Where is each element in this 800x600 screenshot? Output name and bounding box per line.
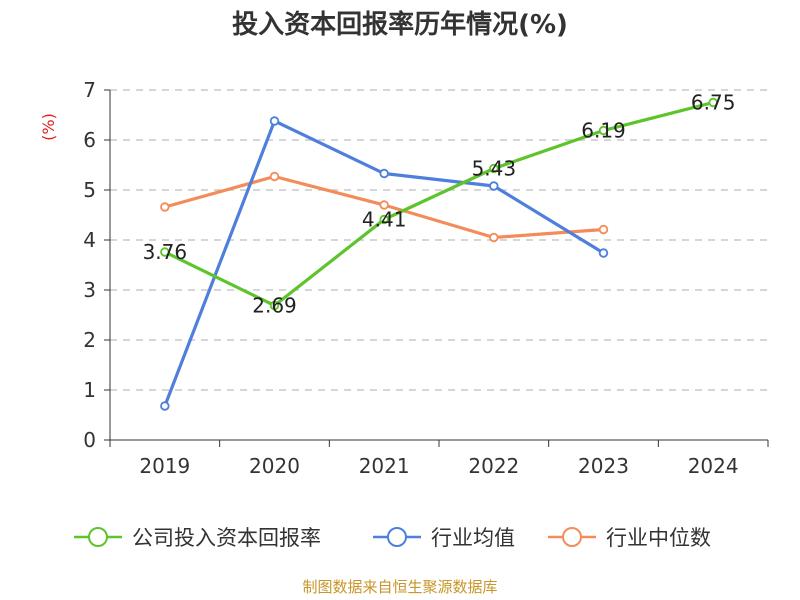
legend-label-0: 公司投入资本回报率: [132, 526, 321, 550]
point-s1-2022: [489, 181, 499, 191]
y-tick-label-1: 1: [83, 378, 96, 402]
legend: 公司投入资本回报率 行业均值 行业中位数: [74, 526, 711, 550]
x-tick-label-2022: 2022: [468, 454, 519, 478]
y-axis-label: (%): [39, 113, 58, 141]
x-tick-label-2023: 2023: [578, 454, 629, 478]
axes: 0 1 2 3 4 5 6 7 2019 2020 2021 2022 2023 2024: [83, 78, 769, 478]
series-group: [160, 97, 718, 411]
gridlines: [110, 89, 768, 391]
point-s0-2022: [489, 163, 499, 174]
x-tick-label-2020: 2020: [249, 454, 300, 478]
y-tick-label-4: 4: [83, 228, 96, 252]
point-s0-2023: [598, 125, 609, 136]
y-tick-label-0: 0: [83, 428, 96, 452]
x-tick-label-2021: 2021: [359, 454, 410, 478]
y-tick-label-6: 6: [83, 128, 96, 152]
point-s0-2020: [269, 300, 280, 311]
point-s0-2024: [708, 97, 718, 108]
point-s0-2019: [160, 247, 170, 257]
y-tick-label-3: 3: [83, 278, 96, 302]
chart-title: 投入资本回报率历年情况(%): [232, 9, 568, 40]
point-s2-2022: [489, 232, 499, 243]
data-labels: 3.76 2.69 4.41 5.43 6.19 6.75: [143, 91, 736, 318]
point-s1-2023: [598, 248, 609, 258]
series-line-1: [163, 119, 605, 407]
point-s1-2019: [160, 401, 170, 411]
point-s1-2020: [269, 116, 280, 126]
source-note: 制图数据来自恒生聚源数据库: [302, 578, 497, 596]
point-s0-2021: [379, 214, 389, 225]
legend-label-1: 行业均值: [431, 526, 515, 550]
point-s1-2021: [379, 168, 389, 179]
legend-marker-1: [387, 527, 407, 547]
data-label-2020: 2.69: [252, 294, 297, 318]
data-label-2019: 3.76: [143, 240, 188, 264]
point-s2-2019: [160, 202, 170, 212]
point-s2-2021: [379, 200, 389, 210]
y-tick-label-2: 2: [83, 328, 96, 352]
x-tick-label-2024: 2024: [688, 454, 739, 478]
point-s2-2020: [269, 171, 280, 182]
x-tick-label-2019: 2019: [139, 454, 190, 478]
y-tick-label-7: 7: [83, 78, 96, 102]
data-label-2022: 5.43: [472, 157, 517, 181]
legend-marker-2: [562, 527, 582, 547]
data-label-2023: 6.19: [581, 119, 626, 143]
y-tick-label-5: 5: [83, 178, 96, 202]
series-line-0: [164, 100, 714, 308]
point-s2-2023: [598, 224, 609, 235]
data-label-2024: 6.75: [691, 91, 736, 115]
legend-label-2: 行业中位数: [606, 526, 711, 550]
data-label-2021: 4.41: [362, 208, 407, 232]
legend-marker-0: [88, 527, 108, 547]
